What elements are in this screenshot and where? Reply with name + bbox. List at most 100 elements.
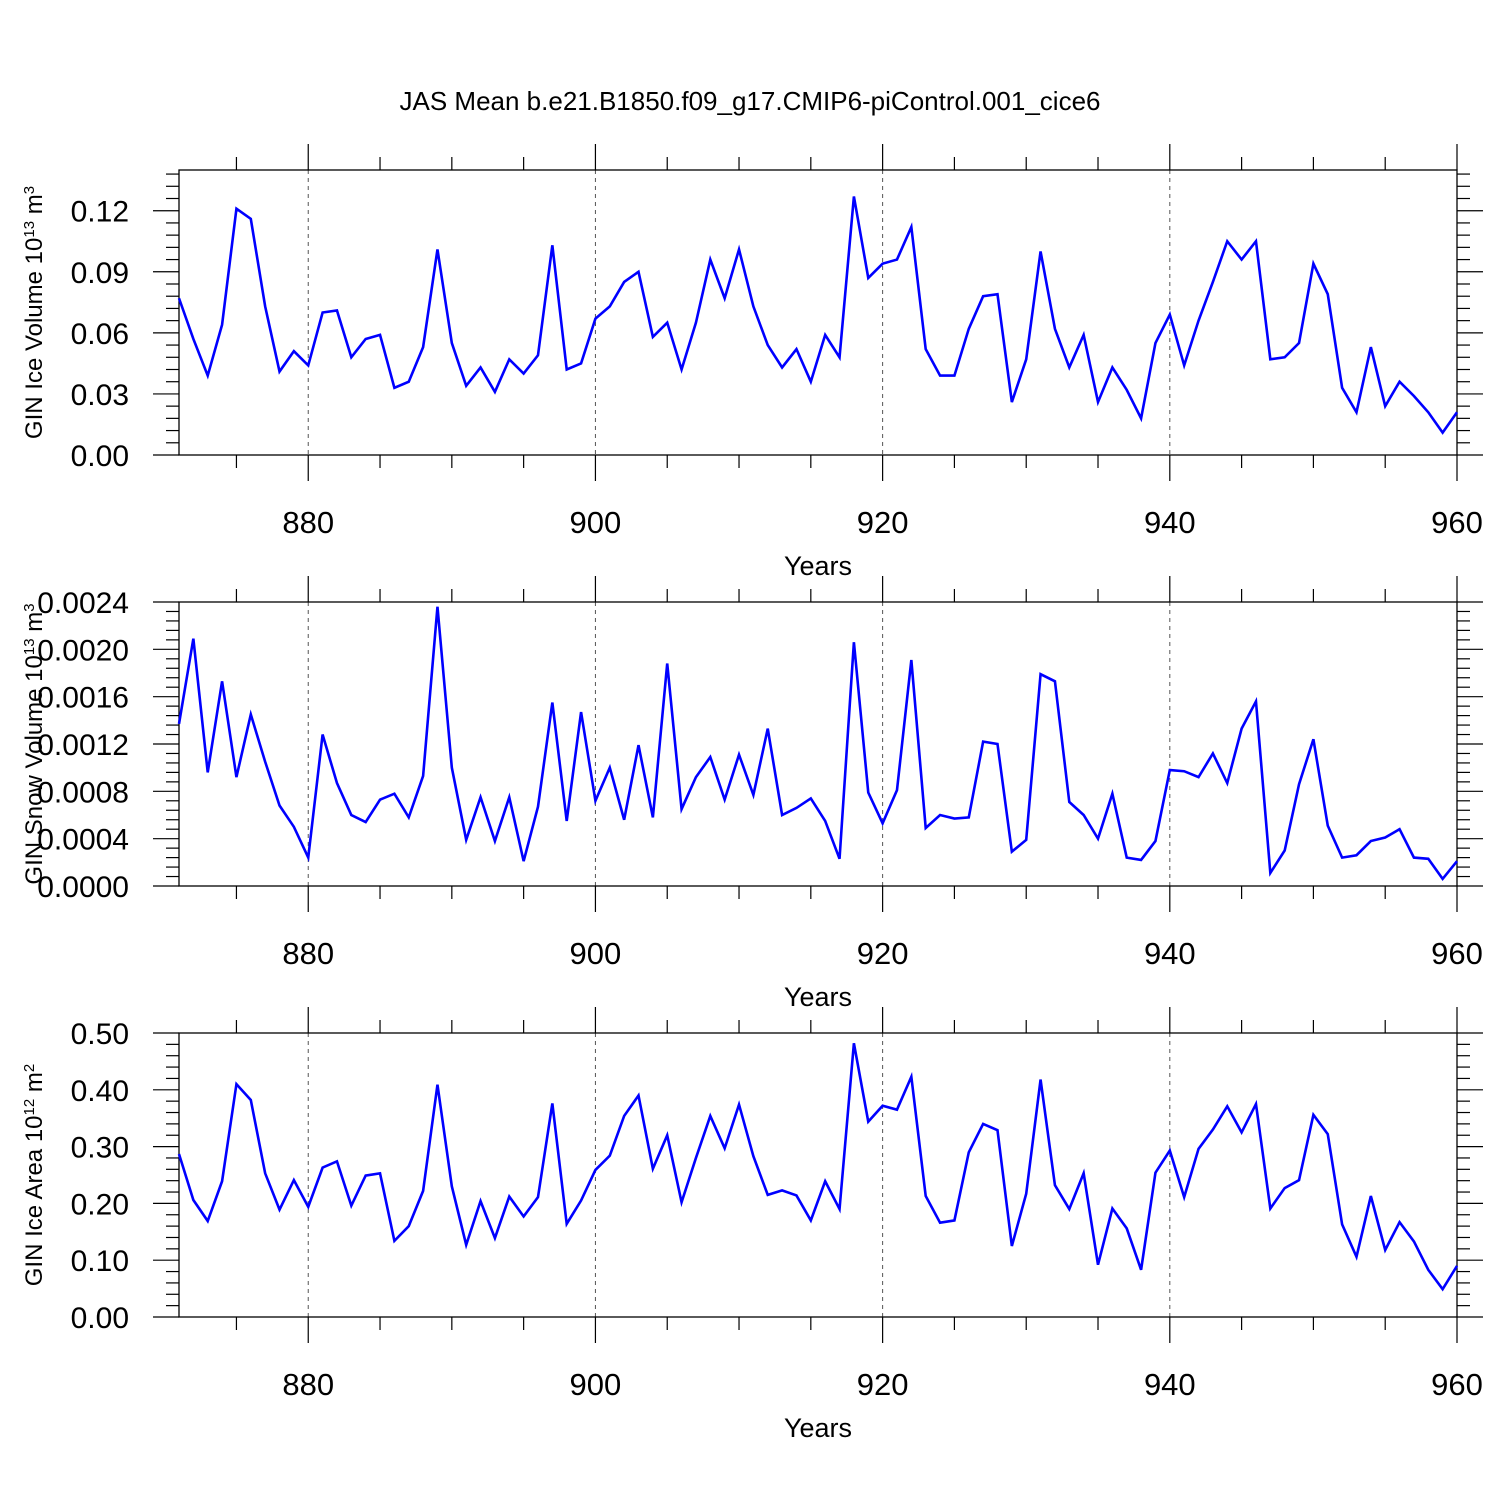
x-tick-label: 900: [570, 505, 622, 540]
data-point: [1441, 431, 1443, 433]
data-point: [982, 740, 984, 742]
data-point: [867, 791, 869, 793]
data-point: [1398, 828, 1400, 830]
data-point: [192, 338, 194, 340]
data-point: [968, 1151, 970, 1153]
data-point: [1269, 872, 1271, 874]
data-point: [566, 820, 568, 822]
data-point: [178, 723, 180, 725]
data-point: [695, 1157, 697, 1159]
data-point: [1183, 1196, 1185, 1198]
data-point: [465, 1244, 467, 1246]
data-point: [1212, 1128, 1214, 1130]
plot-frame: [178, 1032, 1458, 1318]
data-point: [336, 309, 338, 311]
data-point: [1169, 769, 1171, 771]
data-point: [1197, 319, 1199, 321]
data-point: [723, 1147, 725, 1149]
data-point: [896, 258, 898, 260]
data-point: [494, 1237, 496, 1239]
y-axis-label-main: GIN Ice Volume 10: [21, 238, 48, 439]
data-point: [738, 248, 740, 250]
x-tick-label: 940: [1144, 1367, 1196, 1402]
data-point: [824, 1180, 826, 1182]
y-tick-label: 0.40: [71, 1075, 129, 1108]
data-point: [1327, 1133, 1329, 1135]
data-point: [364, 338, 366, 340]
data-point: [1054, 328, 1056, 330]
data-point: [551, 1102, 553, 1104]
data-point: [321, 1166, 323, 1168]
data-point: [1413, 1240, 1415, 1242]
data-point: [508, 358, 510, 360]
data-point: [522, 372, 524, 374]
data-point: [1068, 366, 1070, 368]
data-point: [953, 817, 955, 819]
data-point: [379, 334, 381, 336]
data-point: [652, 336, 654, 338]
data-point: [1025, 358, 1027, 360]
data-point: [838, 858, 840, 860]
data-point: [1068, 801, 1070, 803]
data-point: [1240, 258, 1242, 260]
data-point: [1169, 1149, 1171, 1151]
data-point: [666, 1134, 668, 1136]
data-point: [1298, 342, 1300, 344]
y-tick-label: 0.03: [71, 379, 129, 412]
panels: 880 900 920 940 960 Years 0.00 0.03 0.06 0.09 0.12…: [21, 144, 1483, 1443]
data-point: [408, 1225, 410, 1227]
data-point: [996, 743, 998, 745]
data-point: [422, 775, 424, 777]
data-point: [1327, 824, 1329, 826]
y-tick-label: 0.06: [71, 318, 129, 351]
data-point: [637, 1094, 639, 1096]
data-point: [451, 342, 453, 344]
data-point: [379, 798, 381, 800]
data-point: [1298, 1179, 1300, 1181]
data-point: [838, 356, 840, 358]
data-point: [1054, 680, 1056, 682]
data-point: [666, 321, 668, 323]
data-point: [264, 761, 266, 763]
data-point: [1384, 405, 1386, 407]
data-point: [1456, 1265, 1458, 1267]
data-point: [623, 281, 625, 283]
y-tick-label: 0.00: [71, 440, 129, 473]
panel-3: 880 900 920 940 960 Years 0.00 0.10 0.20 0.30 0.40…: [21, 1007, 1483, 1443]
data-point: [192, 637, 194, 639]
data-point: [479, 366, 481, 368]
x-axis-label: Years: [784, 982, 852, 1012]
data-point: [393, 1240, 395, 1242]
data-point: [810, 1219, 812, 1221]
data-point: [982, 295, 984, 297]
data-point: [910, 1076, 912, 1078]
data-point: [1054, 1184, 1056, 1186]
data-point: [1441, 878, 1443, 880]
data-point: [867, 277, 869, 279]
data-point: [522, 1215, 524, 1217]
data-point: [264, 305, 266, 307]
x-tick-label: 960: [1431, 505, 1483, 540]
data-point: [522, 860, 524, 862]
data-point: [1355, 854, 1357, 856]
data-point: [537, 354, 539, 356]
y-axis-label-unit-exponent: 3: [21, 603, 38, 611]
data-point: [1126, 1227, 1128, 1229]
data-point: [1312, 1114, 1314, 1116]
data-point: [853, 1042, 855, 1044]
x-tick-label: 920: [857, 505, 909, 540]
data-point: [609, 1154, 611, 1156]
data-point: [178, 1153, 180, 1155]
data-point: [408, 816, 410, 818]
y-axis-label-unit-exponent: 3: [21, 186, 38, 194]
data-point: [221, 680, 223, 682]
data-point: [1097, 401, 1099, 403]
data-point: [810, 381, 812, 383]
data-point: [1298, 783, 1300, 785]
data-point: [752, 1155, 754, 1157]
x-tick-label: 920: [857, 936, 909, 971]
data-point: [336, 782, 338, 784]
data-point: [1169, 313, 1171, 315]
x-tick-label: 940: [1144, 505, 1196, 540]
y-axis-label: GIN Snow Volume 1013 m3: [21, 603, 49, 884]
